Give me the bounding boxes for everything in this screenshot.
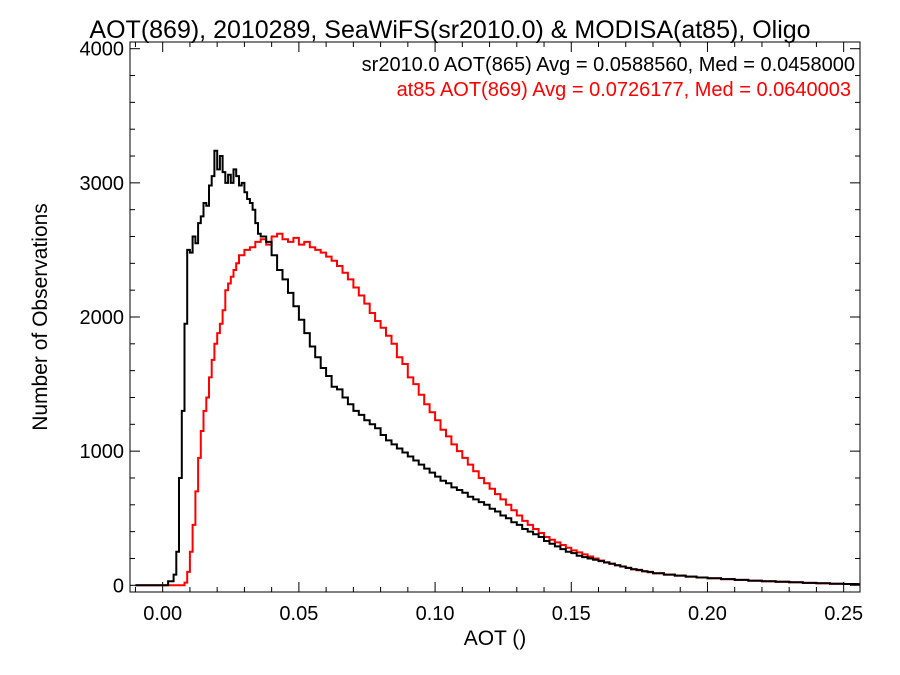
y-tick-label: 3000 <box>80 173 125 195</box>
series-group <box>135 149 860 587</box>
series-sr2010-line <box>135 149 860 587</box>
y-axis: 0 1000 2000 3000 4000 <box>80 39 860 597</box>
x-tick-label: 0.10 <box>416 603 455 625</box>
x-tick-label: 0.25 <box>824 603 863 625</box>
x-tick-label: 0.05 <box>279 603 318 625</box>
legend-entry-red: at85 AOT(869) Avg = 0.0726177, Med = 0.0… <box>397 79 851 101</box>
legend-entry-black: sr2010.0 AOT(865) Avg = 0.0588560, Med =… <box>362 54 855 76</box>
y-axis-label: Number of Observations <box>29 203 52 431</box>
y-tick-label: 2000 <box>80 307 125 329</box>
chart-title: AOT(869), 2010289, SeaWiFS(sr2010.0) & M… <box>89 16 810 44</box>
x-tick-label: 0.00 <box>143 603 182 625</box>
y-tick-label: 0 <box>113 575 124 597</box>
x-tick-label: 0.15 <box>552 603 591 625</box>
y-tick-label: 4000 <box>80 39 125 61</box>
y-tick-label: 1000 <box>80 441 125 463</box>
series-at85-line <box>135 232 860 587</box>
x-axis: 0.00 0.05 0.10 0.15 0.20 0.25 <box>134 42 863 625</box>
x-axis-label: AOT () <box>464 627 527 650</box>
x-tick-label: 0.20 <box>688 603 727 625</box>
